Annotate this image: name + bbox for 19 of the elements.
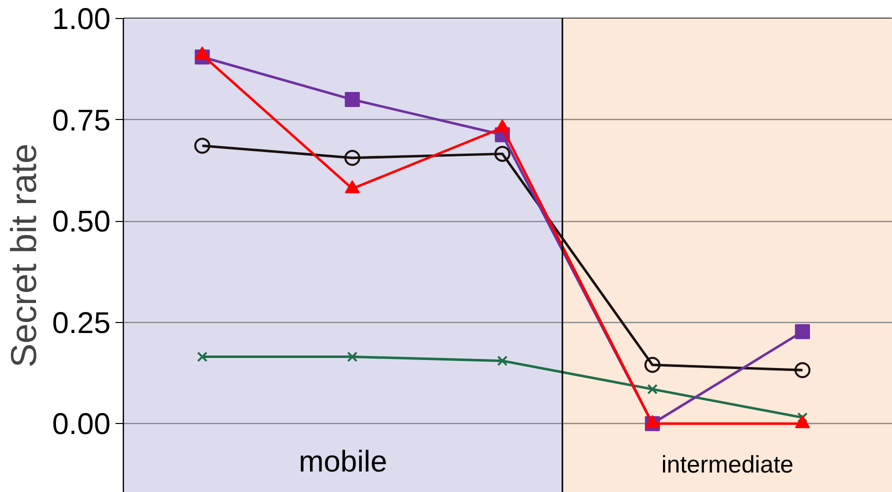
point — [344, 92, 360, 108]
point — [194, 138, 210, 154]
point — [494, 146, 510, 162]
annotation: mobile — [298, 445, 388, 478]
annotation: intermediate — [661, 451, 794, 478]
point — [497, 356, 508, 366]
y-tick-label: 0.25 — [52, 306, 110, 340]
y-tick-label: 0.00 — [52, 408, 110, 442]
point — [344, 150, 360, 166]
y-tick-label: 1.00 — [52, 3, 110, 36]
point — [647, 384, 658, 394]
point — [794, 362, 810, 378]
y-axis-title: Secret bit rate — [3, 143, 44, 368]
y-tick-label: 0.50 — [52, 206, 110, 239]
point — [794, 324, 810, 340]
y-tick-label: 0.75 — [52, 104, 110, 138]
point — [347, 352, 358, 362]
point — [197, 352, 208, 362]
point — [644, 356, 660, 373]
